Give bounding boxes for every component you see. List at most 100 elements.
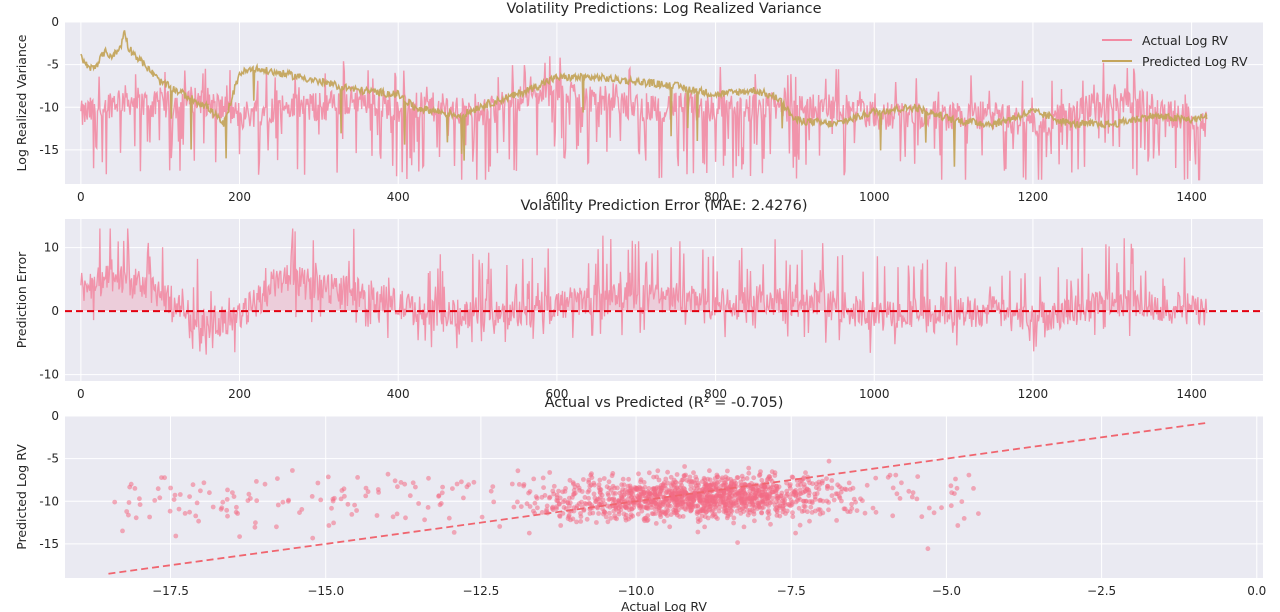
scatter-point	[789, 500, 795, 505]
scatter-point	[774, 494, 780, 499]
scatter-point	[254, 479, 259, 484]
scatter-point	[747, 488, 753, 494]
scatter-point	[776, 505, 782, 511]
scatter-point	[471, 479, 477, 485]
scatter-point	[671, 507, 676, 513]
scatter-point	[655, 468, 661, 474]
scatter-point	[451, 530, 457, 535]
scatter-point	[562, 489, 568, 494]
scatter-point	[804, 486, 810, 492]
scatter-point	[450, 486, 455, 491]
scatter-point	[394, 511, 400, 517]
scatter-point	[752, 518, 757, 524]
scatter-point	[628, 512, 634, 517]
scatter-point	[691, 498, 697, 504]
scatter-point	[544, 507, 549, 513]
scatter-point	[885, 474, 891, 480]
scatter-point	[606, 479, 612, 485]
scatter-point	[349, 512, 355, 517]
scatter-point	[728, 481, 734, 487]
scatter-point	[584, 516, 590, 522]
scatter-point	[439, 490, 445, 496]
scatter-point	[624, 489, 630, 495]
scatter-point	[275, 502, 281, 508]
scatter-point	[774, 509, 780, 515]
scatter-point	[422, 517, 427, 523]
scatter-point	[623, 517, 629, 523]
scatter-point	[664, 489, 670, 495]
scatter-point	[597, 477, 603, 483]
scatter-point	[739, 499, 744, 505]
scatter-point	[516, 482, 522, 487]
scatter-point	[374, 513, 380, 518]
scatter-point	[578, 511, 583, 516]
scatter-point	[586, 477, 592, 483]
scatter-point	[286, 497, 291, 503]
scatter-point	[641, 491, 646, 496]
scatter-point	[971, 486, 976, 491]
scatter-point	[636, 471, 641, 477]
scatter-point	[246, 491, 252, 497]
scatter-point	[398, 480, 404, 485]
scatter-point	[716, 508, 722, 514]
scatter-point	[769, 499, 775, 505]
scatter-point	[805, 509, 810, 515]
scatter-point	[225, 487, 230, 493]
scatter-point	[587, 483, 593, 489]
scatter-point	[554, 498, 560, 503]
scatter-point	[731, 520, 736, 526]
scatter-point	[601, 476, 607, 481]
y-tick-label: 0	[51, 409, 59, 423]
scatter-point	[759, 477, 765, 483]
x-tick-label: 400	[387, 190, 410, 204]
scatter-point	[671, 477, 677, 483]
scatter-point	[342, 493, 347, 499]
scatter-point	[839, 498, 844, 504]
scatter-point	[738, 479, 744, 485]
scatter-point	[252, 524, 258, 530]
scatter-point	[132, 486, 138, 491]
scatter-point	[755, 485, 761, 491]
scatter-point	[651, 474, 656, 480]
scatter-point	[897, 496, 903, 501]
scatter-point	[254, 498, 260, 504]
scatter-point	[656, 507, 662, 512]
scatter-point	[540, 475, 546, 481]
plot-area-1	[65, 22, 1263, 184]
scatter-point	[707, 507, 713, 512]
scatter-point	[658, 486, 664, 491]
scatter-point	[725, 476, 731, 481]
scatter-point	[820, 478, 825, 484]
scatter-point	[790, 510, 795, 516]
scatter-point	[280, 499, 286, 505]
scatter-point	[814, 491, 820, 496]
scatter-point	[626, 493, 632, 499]
scatter-point	[479, 514, 485, 520]
scatter-point	[571, 505, 577, 511]
scatter-point	[746, 470, 752, 476]
scatter-point	[784, 480, 789, 486]
scatter-point	[757, 504, 762, 510]
scatter-point	[702, 477, 708, 483]
scatter-point	[454, 481, 460, 487]
scatter-point	[780, 500, 786, 506]
scatter-point	[674, 472, 680, 477]
scatter-point	[605, 503, 610, 509]
scatter-point	[611, 491, 616, 496]
scatter-point	[674, 510, 680, 515]
scatter-point	[661, 480, 667, 486]
scatter-point	[961, 516, 967, 521]
scatter-point	[395, 484, 400, 490]
scatter-point	[803, 499, 809, 504]
scatter-point	[816, 507, 821, 512]
scatter-point	[818, 497, 823, 503]
scatter-point	[864, 482, 870, 488]
scatter-point	[718, 483, 724, 489]
scatter-point	[673, 502, 678, 507]
scatter-point	[403, 515, 408, 521]
scatter-point	[461, 495, 466, 501]
scatter-point	[551, 483, 557, 489]
scatter-point	[681, 473, 687, 478]
scatter-point	[354, 508, 359, 513]
scatter-point	[724, 508, 729, 513]
